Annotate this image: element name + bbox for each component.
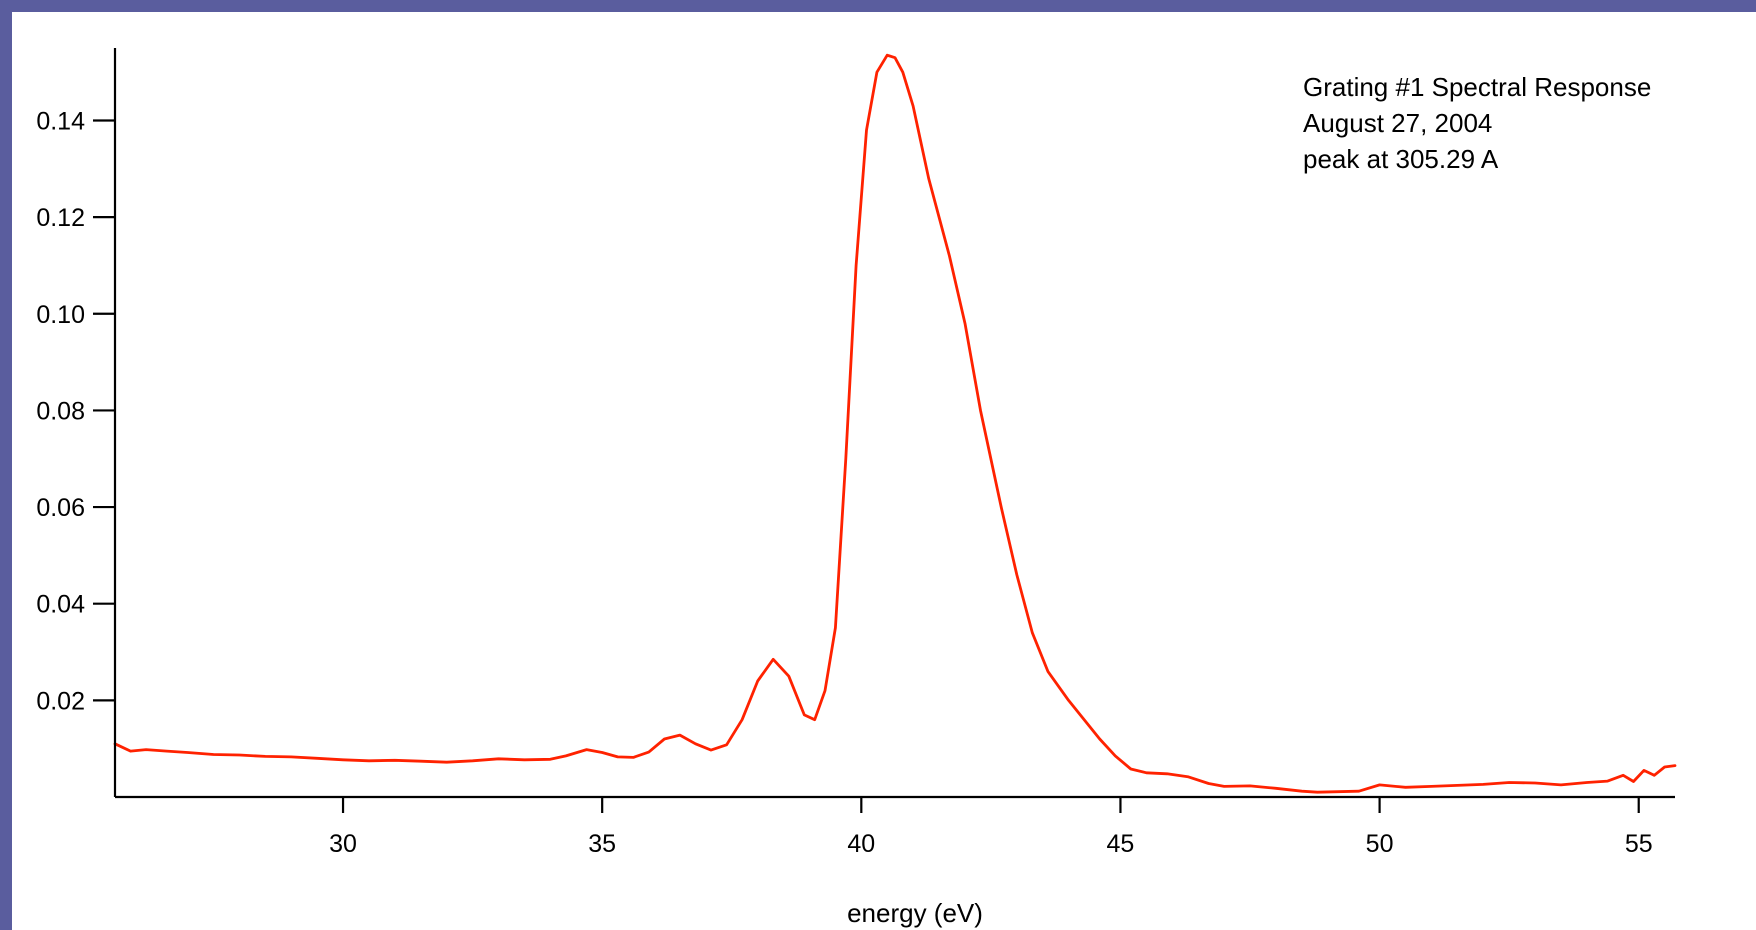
frame-border-top <box>0 0 1756 12</box>
x-tick-label: 40 <box>847 830 875 858</box>
y-tick-label: 0.02 <box>36 687 85 715</box>
annotation-date: August 27, 2004 <box>1303 108 1492 138</box>
x-tick-label: 30 <box>329 830 357 858</box>
x-tick-label: 50 <box>1366 830 1394 858</box>
y-tick-label: 0.04 <box>36 591 85 619</box>
y-tick-label: 0.12 <box>36 204 85 232</box>
x-tick-label: 35 <box>588 830 616 858</box>
x-ticks: 30 35 40 45 50 55 <box>329 797 1653 858</box>
y-tick-label: 0.14 <box>36 107 85 135</box>
y-tick-label: 0.06 <box>36 494 85 522</box>
series-line <box>113 53 1677 794</box>
annotation-title: Grating #1 Spectral Response <box>1303 72 1651 102</box>
annotation-peak: peak at 305.29 A <box>1303 144 1499 174</box>
x-tick-label: 55 <box>1625 830 1653 858</box>
x-tick-label: 45 <box>1107 830 1135 858</box>
y-ticks: 0.02 0.04 0.06 0.08 0.10 0.12 0.14 <box>36 107 115 715</box>
chart-background <box>12 12 1756 930</box>
y-tick-label: 0.10 <box>36 301 85 329</box>
series-layer <box>113 53 1677 794</box>
y-tick-label: 0.08 <box>36 397 85 425</box>
annotation-block: Grating #1 Spectral Response August 27, … <box>1303 72 1651 174</box>
x-axis-title: energy (eV) <box>847 898 983 928</box>
